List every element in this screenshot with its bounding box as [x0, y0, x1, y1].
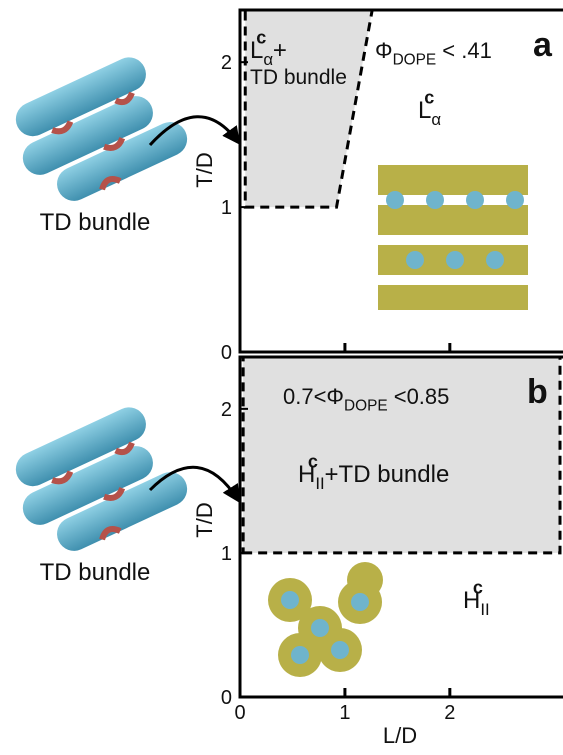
label-part: DOPE [344, 398, 388, 415]
label-part: b [527, 373, 548, 411]
x-tick-label: 2 [444, 702, 455, 724]
y-tick-label: 2 [221, 399, 232, 421]
side-label: TD bundle [40, 209, 151, 236]
y-tick-label: 0 [221, 342, 232, 364]
label-part: II [480, 600, 489, 619]
hexagonal-render [268, 562, 383, 677]
y-tick-label: 1 [221, 197, 232, 219]
x-tick-label: 1 [339, 702, 350, 724]
region-label: TD bundle [250, 66, 347, 89]
label-part: c [256, 28, 266, 48]
label-part: <0.85 [388, 384, 450, 409]
label-part: +TD bundle [318, 461, 449, 488]
y-axis-label: T/D [192, 152, 217, 187]
label-part: 0.7<Φ [283, 384, 344, 409]
label-part: DOPE [393, 52, 437, 69]
region-label: Lαc [418, 88, 441, 130]
figure: 012T/DTD bundleLαc +TD bundleΦDOPE < .41… [0, 0, 563, 750]
lamellar-render [378, 165, 528, 310]
side-label: TD bundle [40, 559, 151, 586]
label-part: a [533, 26, 553, 64]
label-part: < .41 [436, 38, 492, 63]
region-label: HIIc [463, 578, 490, 620]
y-axis-label: T/D [192, 502, 217, 537]
label-part: + [266, 37, 287, 64]
label-part: c [473, 578, 483, 598]
y-tick-label: 2 [221, 52, 232, 74]
y-tick-label: 1 [221, 543, 232, 565]
label-part: c [308, 452, 318, 472]
label-part: TD bundle [250, 66, 347, 89]
y-tick-label: 0 [221, 687, 232, 709]
region-label: ΦDOPE < .41 [375, 38, 492, 69]
region-label: a [533, 26, 553, 64]
region-label: b [527, 373, 548, 411]
label-part: Φ [375, 38, 393, 63]
label-part: c [424, 88, 434, 108]
label-part: α [431, 110, 441, 129]
x-axis-label: L/D [383, 723, 417, 748]
x-tick-label: 0 [234, 702, 245, 724]
bundle-illustration [1, 398, 192, 565]
